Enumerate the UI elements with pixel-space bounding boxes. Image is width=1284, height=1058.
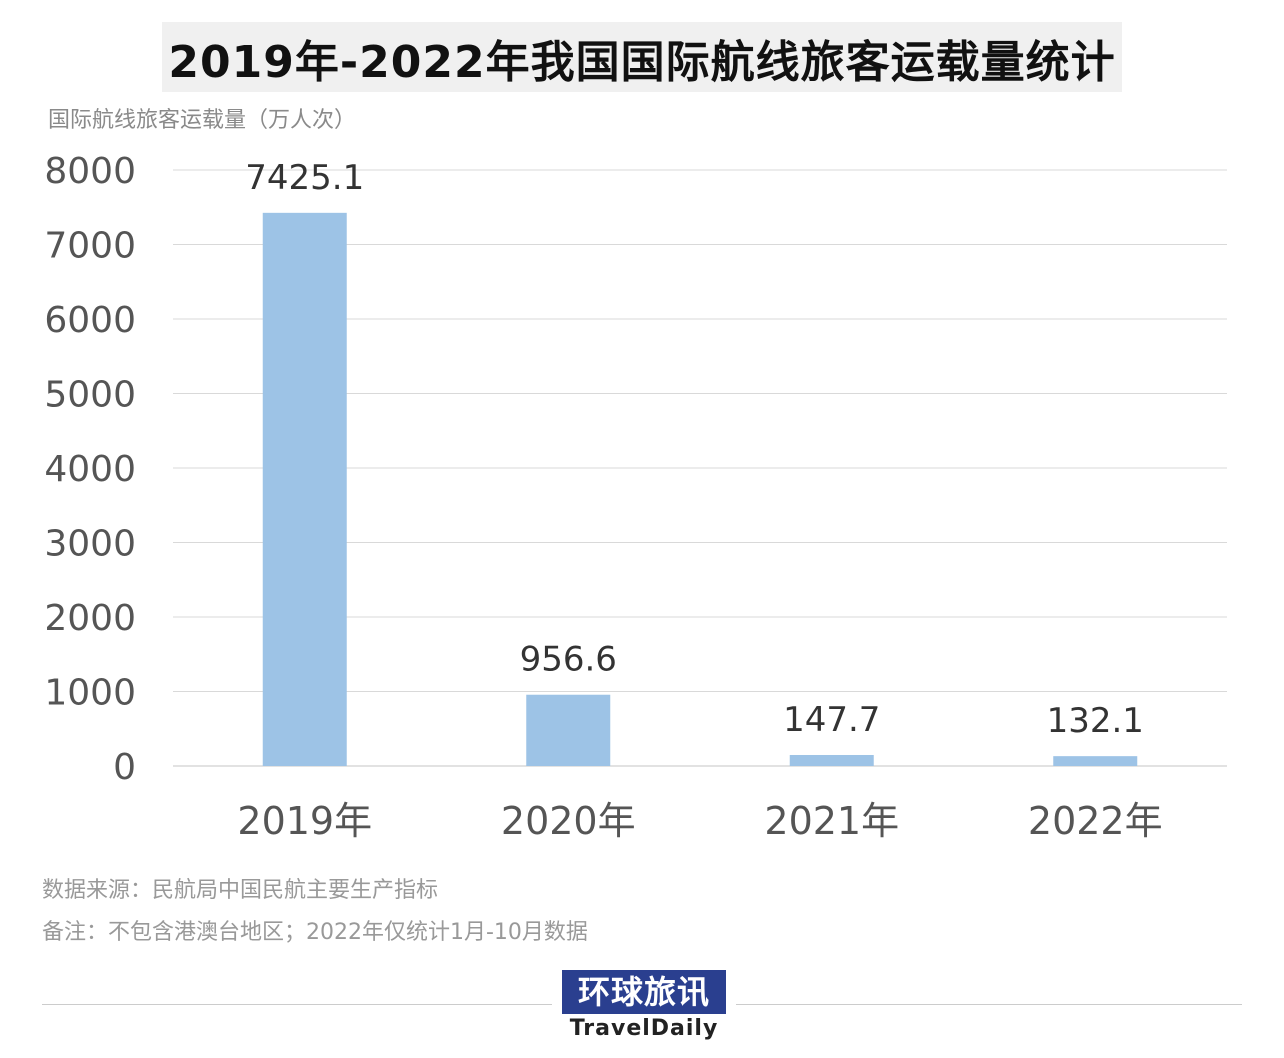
- x-tick-label: 2020年: [501, 799, 636, 843]
- bar: [1053, 756, 1138, 766]
- x-axis-ticks: 2019年 2020年 2021年 2022年: [237, 799, 1162, 843]
- x-tick-label: 2019年: [237, 799, 372, 843]
- logo-chinese: 环球旅讯: [562, 970, 726, 1014]
- x-tick-label: 2022年: [1028, 799, 1163, 843]
- data-label: 132.1: [1047, 701, 1144, 741]
- y-tick-label: 7000: [44, 226, 136, 267]
- footer-divider-right: [736, 1004, 1242, 1005]
- y-tick-label: 1000: [44, 673, 136, 714]
- remark-note: 备注：不包含港澳台地区；2022年仅统计1月-10月数据: [42, 920, 588, 945]
- brand-logo: 环球旅讯 TravelDaily: [562, 970, 726, 1041]
- y-tick-label: 5000: [44, 375, 136, 416]
- footer-divider-left: [42, 1004, 552, 1005]
- bars: [262, 212, 1138, 766]
- data-label: 956.6: [520, 640, 617, 680]
- bar: [262, 212, 347, 766]
- title-wrap: 2019年-2022年我国国际航线旅客运载量统计: [0, 22, 1284, 92]
- y-tick-label: 8000: [44, 151, 136, 192]
- x-tick-label: 2021年: [764, 799, 899, 843]
- y-tick-label: 4000: [44, 449, 136, 490]
- grid-lines: [173, 169, 1227, 767]
- data-labels: 7425.1 956.6 147.7 132.1: [245, 158, 1144, 741]
- bar-chart: 0 1000 2000 3000 4000 5000 6000 7000 8000 7425.1…: [44, 151, 1227, 843]
- y-tick-label: 2000: [44, 598, 136, 639]
- bar: [526, 694, 611, 766]
- y-tick-label: 3000: [44, 524, 136, 565]
- data-label: 147.7: [783, 700, 880, 740]
- y-axis-title: 国际航线旅客运载量（万人次）: [48, 108, 357, 133]
- chart-title: 2019年-2022年我国国际航线旅客运载量统计: [162, 22, 1122, 92]
- y-tick-label: 0: [113, 747, 136, 788]
- bar: [789, 754, 874, 766]
- source-note: 数据来源：民航局中国民航主要生产指标: [42, 878, 439, 903]
- y-tick-label: 6000: [44, 300, 136, 341]
- data-label: 7425.1: [245, 158, 364, 198]
- y-axis-ticks: 0 1000 2000 3000 4000 5000 6000 7000 8000: [44, 151, 136, 788]
- logo-english: TravelDaily: [569, 1016, 719, 1041]
